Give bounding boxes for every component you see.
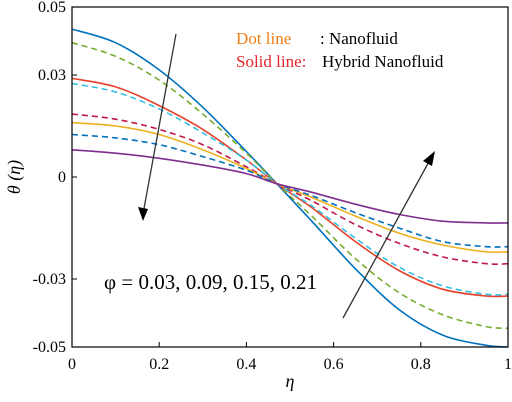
legend-solid-line-label: Solid line: [236,52,306,71]
x-axis-label: η [286,371,295,391]
series-line-4 [71,82,509,296]
y-tick-label: -0.05 [33,339,66,356]
x-tick-label: 0.4 [236,356,256,373]
arrow-decreasing-shaft [142,33,177,215]
arrow-increasing-head [423,151,435,166]
arrow-increasing-shaft [342,157,432,319]
arrow-decreasing-head [138,207,148,221]
series-layer [71,28,509,348]
y-tick-label: -0.03 [33,271,66,288]
x-tick-label: 0 [68,356,76,373]
y-axis-label: θ (η) [4,160,25,194]
x-tick-label: 0.2 [149,356,169,373]
direction-arrows [138,33,435,319]
x-tick-label: 0.6 [324,356,344,373]
phi-annotation: φ = 0.03, 0.09, 0.15, 0.21 [104,270,317,294]
series-line-1 [71,28,509,348]
legend-box: Dot line : Nanofluid Solid line: Hybrid … [236,29,444,71]
y-tick-label: 0 [58,169,66,186]
legend-dot-line-desc: : Nanofluid [320,29,398,48]
series-line-5 [71,113,509,265]
series-line-2 [71,41,509,330]
ticks-layer: 0 0.2 0.4 0.6 0.8 1 0.05 0.03 0 -0.03 -0.05 [33,0,512,373]
legend-solid-line-desc: Hybrid Nanofluid [322,52,444,71]
legend-dot-line-label: Dot line [236,29,291,48]
y-tick-label: 0.03 [38,67,66,84]
x-tick-label: 1 [504,356,512,373]
series-line-8 [71,149,509,224]
x-tick-label: 0.8 [411,356,431,373]
y-tick-label: 0.05 [38,0,66,16]
